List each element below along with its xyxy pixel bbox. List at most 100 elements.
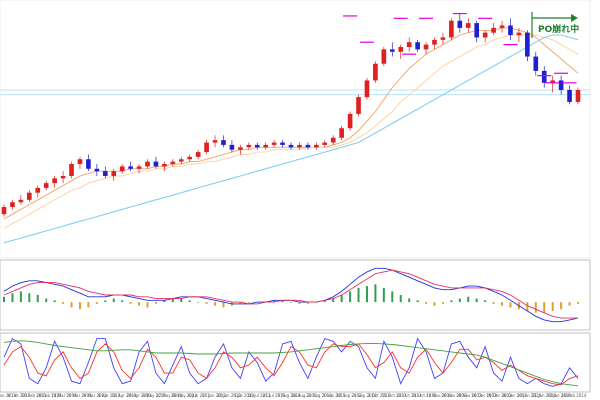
candle: [567, 85, 572, 105]
candle-body: [162, 164, 167, 167]
candle: [1, 204, 7, 217]
macd-histogram-bar: [214, 302, 217, 306]
candle-body: [94, 168, 100, 172]
macd-histogram-bar: [458, 298, 461, 303]
candle: [314, 142, 319, 150]
candle: [187, 154, 193, 162]
macd-histogram-bar: [560, 302, 563, 310]
candle: [364, 78, 370, 100]
candle-body: [347, 113, 353, 129]
macd-histogram-bar: [121, 300, 124, 303]
x-tick-label: 20 Mar 2013: [66, 393, 92, 398]
candle-body: [381, 49, 387, 64]
candle-body: [221, 140, 226, 145]
moving-average-sma-mid: [3, 34, 579, 229]
candle: [288, 142, 294, 150]
x-tick-label: 8 Feb 2013: [8, 393, 31, 398]
macd-histogram-bar: [484, 300, 487, 303]
candle: [52, 175, 57, 188]
macd-histogram-bar: [357, 287, 360, 303]
moving-average-sma-slow: [3, 34, 579, 244]
macd-histogram-bar: [568, 302, 571, 306]
candle-body: [305, 144, 311, 148]
candle: [229, 140, 235, 153]
macd-histogram-bar: [163, 300, 166, 303]
macd-histogram-bar: [171, 298, 174, 303]
candle: [398, 44, 404, 59]
candle: [204, 140, 209, 155]
swing-markers: [343, 12, 577, 84]
x-tick-label: 5 Aug 2013: [277, 393, 301, 398]
macd-histogram-bar: [526, 302, 529, 311]
candle-body: [119, 166, 125, 172]
x-tick-label: 5 Jul 2013: [234, 393, 255, 398]
x-tick-label: 11 Nov 2013: [426, 393, 452, 398]
macd-histogram-bar: [416, 300, 419, 303]
macd-histogram-bar: [180, 298, 183, 303]
candle: [10, 199, 15, 210]
candle-body: [178, 159, 184, 162]
candle-body: [238, 147, 243, 150]
candle-body: [465, 23, 471, 28]
candle: [145, 159, 150, 169]
macd-histogram-bar: [87, 302, 90, 308]
candle: [212, 135, 218, 148]
candle: [389, 42, 395, 57]
x-tick-label: 11 Mar 2013: [51, 393, 77, 398]
macd-histogram-bar: [475, 298, 478, 303]
macd-histogram-bar: [53, 300, 56, 303]
x-tick-label: 12 Sep 2013: [336, 393, 362, 398]
candle: [474, 20, 480, 43]
candle-body: [398, 46, 404, 52]
candle: [119, 164, 125, 174]
candle-body: [415, 42, 420, 50]
candle: [499, 20, 505, 33]
candle-body: [77, 159, 83, 165]
x-tick-label: 3 Sep 2013: [323, 393, 346, 398]
x-tick-label: 21 Jan 2014: [532, 393, 556, 398]
macd-histogram-bar: [509, 302, 512, 308]
candle: [516, 27, 522, 43]
macd-histogram-bar: [281, 300, 284, 303]
x-tick-label: 29 Mar 2013: [81, 393, 107, 398]
macd-panel-frame: [0, 259, 591, 331]
x-tick-label: 31 Jan 2013: [0, 393, 16, 398]
x-tick-label: 9 Apr 2013: [98, 393, 121, 398]
candle-body: [423, 44, 429, 50]
candle-body: [10, 202, 15, 208]
candle-body: [1, 207, 7, 215]
macd-lines: [3, 267, 579, 323]
macd-histogram-bar: [273, 300, 276, 303]
candle-body: [432, 39, 437, 45]
macd-histogram-bar: [11, 293, 14, 303]
x-tick-label: 31 Oct 2013: [412, 393, 437, 398]
candle: [221, 135, 226, 148]
candle: [297, 142, 302, 150]
macd-panel: [0, 259, 591, 331]
candle-body: [271, 142, 277, 145]
x-tick-label: 28 May 2013: [171, 393, 198, 398]
macd-histogram-bar: [425, 302, 428, 304]
macd-histogram-bar: [332, 298, 335, 303]
candle: [356, 94, 361, 117]
x-tick-label: 17 May 2013: [156, 393, 183, 398]
candle-body: [330, 137, 336, 143]
x-tick-label: 6 Jun 2013: [188, 393, 210, 398]
candle: [69, 161, 74, 179]
candle: [136, 164, 142, 174]
macd-histogram-bar: [239, 302, 242, 304]
candle: [449, 18, 454, 40]
candle: [322, 140, 328, 148]
candle: [86, 154, 91, 172]
oscillator-long-line: [3, 340, 579, 387]
macd-histogram-bar: [433, 302, 436, 306]
candle: [406, 37, 412, 52]
candle: [305, 142, 311, 150]
macd-histogram-bar: [197, 302, 200, 303]
x-tick-label: 16 Jul 2013: [248, 393, 271, 398]
macd-histogram-bar: [349, 291, 352, 303]
macd-histogram-bar: [290, 302, 292, 303]
candle: [102, 166, 108, 179]
x-tick-label: 30 Jan 2014: [547, 393, 571, 398]
